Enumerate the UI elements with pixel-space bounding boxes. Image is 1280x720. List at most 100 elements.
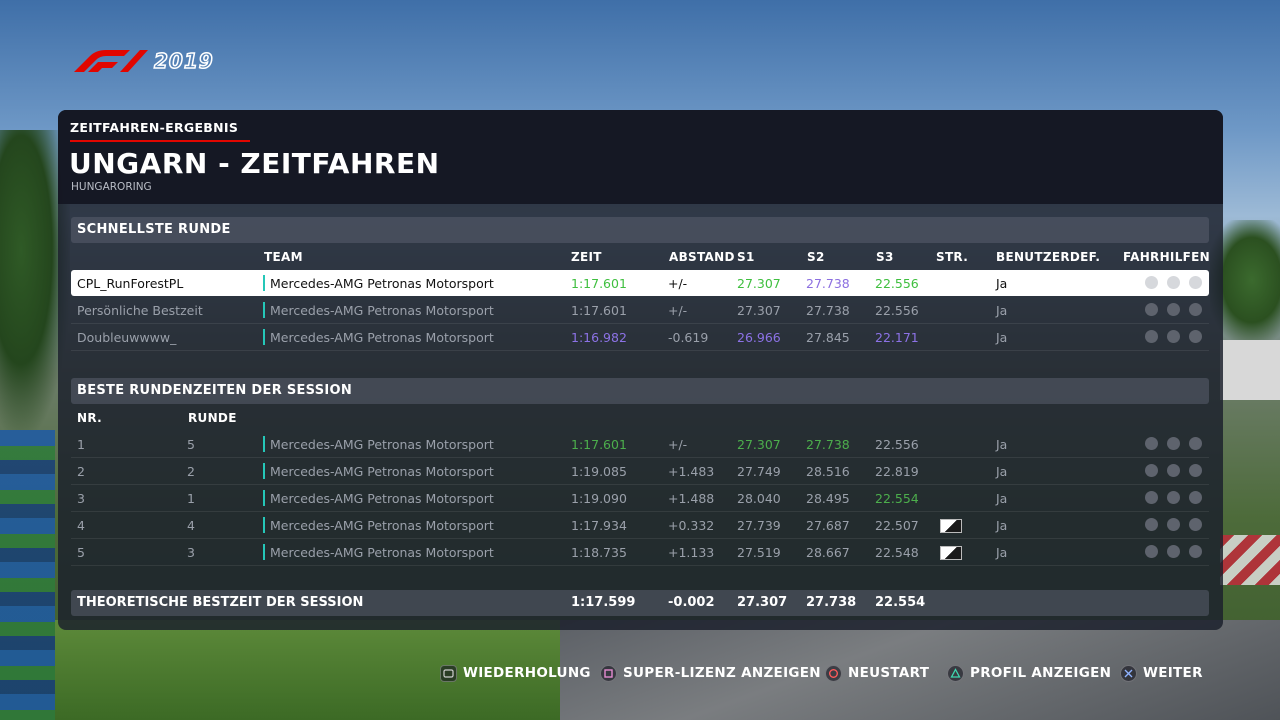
profile-button[interactable]: PROFIL ANZEIGEN	[947, 662, 1111, 684]
replay-label: WIEDERHOLUNG	[463, 665, 591, 681]
sector-3: 22.556	[875, 276, 919, 291]
session-row[interactable]: 1 5 Mercedes-AMG Petronas Motorsport 1:1…	[71, 431, 1209, 458]
gear-icon	[1167, 464, 1180, 477]
sector-1: 26.966	[737, 330, 781, 345]
section-title: BESTE RUNDENZEITEN DER SESSION	[77, 383, 353, 398]
restart-button[interactable]: NEUSTART	[825, 662, 929, 684]
team-name: Mercedes-AMG Petronas Motorsport	[270, 464, 494, 479]
fastest-row-rival[interactable]: Doubleuwwww_ Mercedes-AMG Petronas Motor…	[71, 324, 1209, 351]
team-color-bar	[263, 436, 265, 452]
touchpad-icon	[440, 664, 457, 682]
session-row[interactable]: 2 2 Mercedes-AMG Petronas Motorsport 1:1…	[71, 458, 1209, 485]
super-license-label: SUPER-LIZENZ ANZEIGEN	[623, 665, 821, 681]
col-assists: FAHRHILFEN	[1123, 250, 1210, 264]
replay-button[interactable]: WIEDERHOLUNG	[440, 662, 591, 684]
lap-time: 1:17.601	[571, 303, 627, 318]
sector-2: 27.738	[806, 303, 850, 318]
sector-3: 22.556	[875, 437, 919, 452]
background-truck	[1220, 340, 1280, 400]
traction-control-icon	[1145, 276, 1158, 289]
team-name: Mercedes-AMG Petronas Motorsport	[270, 303, 494, 318]
custom-setup: Ja	[996, 330, 1008, 345]
lap-number: 1	[187, 491, 195, 506]
sector-1: 27.307	[737, 276, 781, 291]
row-number: 1	[77, 437, 85, 452]
gear-icon	[1167, 330, 1180, 343]
gap: +0.332	[668, 518, 715, 533]
col-s1: S1	[737, 250, 755, 264]
background-tyre-barrier	[0, 430, 55, 720]
custom-setup: Ja	[996, 464, 1008, 479]
lap-time: 1:19.085	[571, 464, 627, 479]
profile-label: PROFIL ANZEIGEN	[970, 665, 1112, 681]
restart-label: NEUSTART	[848, 665, 930, 681]
sector-2: 27.845	[806, 330, 850, 345]
col-time: ZEIT	[571, 250, 602, 264]
theoretical-label: THEORETISCHE BESTZEIT DER SESSION	[77, 595, 364, 610]
gap: +/-	[668, 437, 688, 452]
theoretical-gap: -0.002	[668, 595, 715, 610]
sector-2: 27.687	[806, 518, 850, 533]
session-row[interactable]: 4 4 Mercedes-AMG Petronas Motorsport 1:1…	[71, 512, 1209, 539]
continue-button[interactable]: WEITER	[1120, 662, 1203, 684]
logo-year: 2019	[153, 48, 214, 74]
traction-control-icon	[1145, 303, 1158, 316]
team-color-bar	[263, 275, 265, 291]
session-row[interactable]: 5 3 Mercedes-AMG Petronas Motorsport 1:1…	[71, 539, 1209, 566]
col-nr: NR.	[77, 411, 102, 425]
driver-name: CPL_RunForestPL	[77, 276, 184, 291]
col-s3: S3	[876, 250, 894, 264]
sector-1: 27.519	[737, 545, 781, 560]
lap-time: 1:18.735	[571, 545, 627, 560]
gap: +1.133	[668, 545, 715, 560]
sector-1: 28.040	[737, 491, 781, 506]
fastest-row-player[interactable]: CPL_RunForestPL Mercedes-AMG Petronas Mo…	[71, 270, 1209, 296]
gap: -0.619	[668, 330, 709, 345]
lap-time: 1:19.090	[571, 491, 627, 506]
team-name: Mercedes-AMG Petronas Motorsport	[270, 276, 494, 291]
continue-label: WEITER	[1143, 665, 1203, 681]
session-row[interactable]: 3 1 Mercedes-AMG Petronas Motorsport 1:1…	[71, 485, 1209, 512]
row-number: 2	[77, 464, 85, 479]
team-color-bar	[263, 517, 265, 533]
sector-2: 28.495	[806, 491, 850, 506]
lap-time: 1:17.601	[571, 437, 627, 452]
chequered-flag-icon	[940, 519, 962, 533]
team-color-bar	[263, 544, 265, 560]
theoretical-s2: 27.738	[806, 595, 857, 610]
driver-name: Doubleuwwww_	[77, 330, 177, 345]
col-gap: ABSTAND	[669, 250, 735, 264]
custom-setup: Ja	[996, 276, 1008, 291]
custom-setup: Ja	[996, 518, 1008, 533]
abs-icon	[1189, 491, 1202, 504]
sector-3: 22.819	[875, 464, 919, 479]
custom-setup: Ja	[996, 437, 1008, 452]
gear-icon	[1167, 545, 1180, 558]
custom-setup: Ja	[996, 545, 1008, 560]
fastest-row-personal-best[interactable]: Persönliche Bestzeit Mercedes-AMG Petron…	[71, 297, 1209, 324]
lap-time: 1:17.601	[571, 276, 627, 291]
sector-2: 27.738	[806, 437, 850, 452]
abs-icon	[1189, 330, 1202, 343]
section-fastest-lap: SCHNELLSTE RUNDE	[71, 217, 1209, 243]
section-session-best: BESTE RUNDENZEITEN DER SESSION	[71, 378, 1209, 404]
f1-logo: 2019	[68, 48, 214, 74]
square-button-icon	[600, 664, 617, 682]
sector-1: 27.307	[737, 303, 781, 318]
super-license-button[interactable]: SUPER-LIZENZ ANZEIGEN	[600, 662, 821, 684]
sector-2: 27.738	[806, 276, 850, 291]
row-number: 4	[77, 518, 85, 533]
theoretical-time: 1:17.599	[571, 595, 636, 610]
background-kerb	[1220, 535, 1280, 585]
background-grass	[55, 620, 575, 720]
chequered-flag-icon	[940, 546, 962, 560]
col-s2: S2	[807, 250, 825, 264]
page-title: UNGARN - ZEITFAHREN	[69, 147, 440, 180]
abs-icon	[1189, 437, 1202, 450]
circle-button-icon	[825, 664, 842, 682]
custom-setup: Ja	[996, 303, 1008, 318]
team-color-bar	[263, 463, 265, 479]
theoretical-best-bar: THEORETISCHE BESTZEIT DER SESSION 1:17.5…	[71, 590, 1209, 616]
sector-1: 27.307	[737, 437, 781, 452]
sector-3: 22.507	[875, 518, 919, 533]
